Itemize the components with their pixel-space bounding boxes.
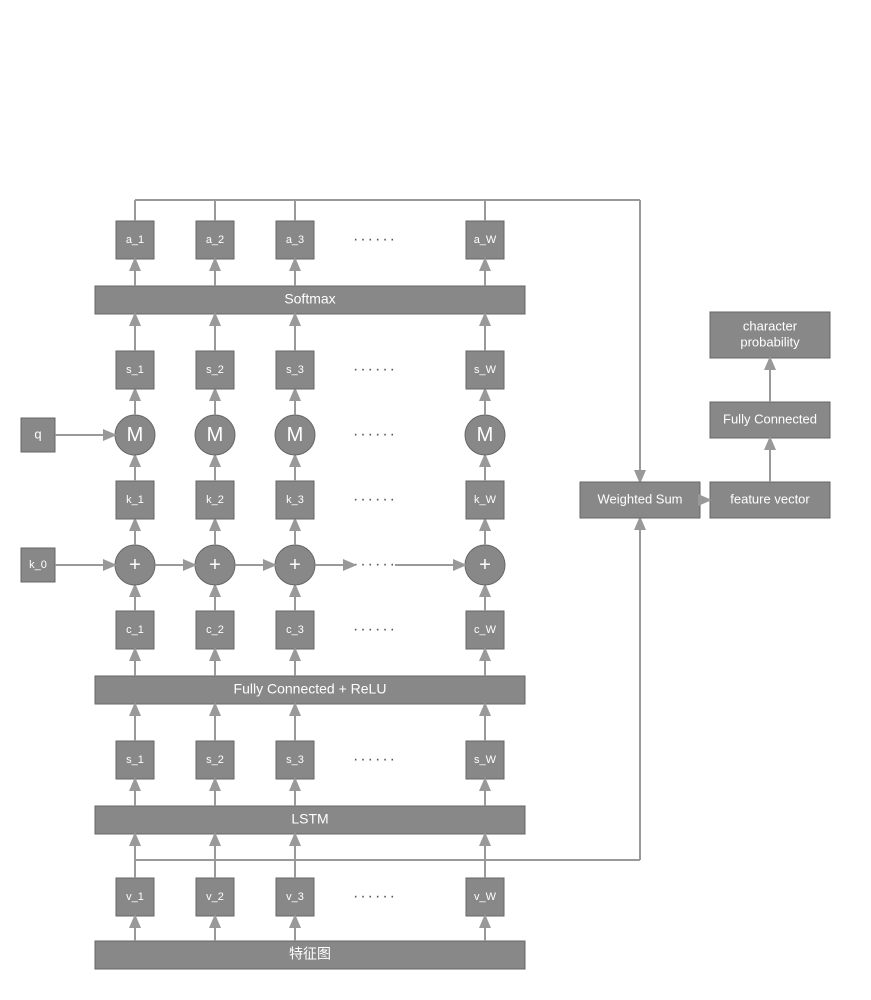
svg-text:probability: probability xyxy=(740,334,800,349)
svg-text:+: + xyxy=(479,554,491,576)
svg-text:······: ······ xyxy=(353,491,397,508)
svg-text:Weighted Sum: Weighted Sum xyxy=(597,491,682,506)
svg-text:······: ······ xyxy=(353,361,397,378)
svg-text:M: M xyxy=(207,424,224,446)
svg-text:c_2: c_2 xyxy=(206,624,224,636)
svg-text:feature vector: feature vector xyxy=(730,491,810,506)
svg-text:v_2: v_2 xyxy=(206,891,224,903)
svg-text:k_0: k_0 xyxy=(29,559,47,571)
svg-text:+: + xyxy=(209,554,221,576)
svg-text:······: ······ xyxy=(353,426,397,443)
svg-text:+: + xyxy=(289,554,301,576)
svg-text:Fully Connected + ReLU: Fully Connected + ReLU xyxy=(234,681,387,697)
svg-text:k_2: k_2 xyxy=(206,494,224,506)
svg-text:······: ······ xyxy=(353,888,397,905)
svg-text:······: ······ xyxy=(353,556,397,573)
svg-text:+: + xyxy=(129,554,141,576)
svg-text:c_W: c_W xyxy=(474,624,497,636)
svg-text:s_2: s_2 xyxy=(206,754,224,766)
svg-text:······: ······ xyxy=(353,621,397,638)
svg-text:v_W: v_W xyxy=(474,891,497,903)
svg-text:······: ······ xyxy=(353,751,397,768)
svg-text:s_1: s_1 xyxy=(126,364,144,376)
svg-text:k_1: k_1 xyxy=(126,494,144,506)
svg-text:s_3: s_3 xyxy=(286,754,304,766)
svg-text:s_3: s_3 xyxy=(286,364,304,376)
svg-text:v_3: v_3 xyxy=(286,891,304,903)
svg-text:a_1: a_1 xyxy=(126,234,144,246)
svg-text:特征图: 特征图 xyxy=(289,946,331,962)
svg-text:Softmax: Softmax xyxy=(284,291,335,307)
svg-text:c_1: c_1 xyxy=(126,624,144,636)
svg-text:······: ······ xyxy=(353,231,397,248)
svg-text:s_1: s_1 xyxy=(126,754,144,766)
svg-text:s_W: s_W xyxy=(474,754,497,766)
svg-text:a_W: a_W xyxy=(474,234,497,246)
svg-text:M: M xyxy=(127,424,144,446)
svg-text:s_2: s_2 xyxy=(206,364,224,376)
svg-text:a_2: a_2 xyxy=(206,234,224,246)
svg-text:M: M xyxy=(287,424,304,446)
svg-text:LSTM: LSTM xyxy=(291,811,328,827)
svg-text:s_W: s_W xyxy=(474,364,497,376)
svg-text:a_3: a_3 xyxy=(286,234,304,246)
svg-text:c_3: c_3 xyxy=(286,624,304,636)
svg-text:k_W: k_W xyxy=(474,494,497,506)
svg-text:Fully Connected: Fully Connected xyxy=(723,411,817,426)
svg-text:q: q xyxy=(34,426,41,441)
svg-text:character: character xyxy=(743,318,798,333)
svg-text:v_1: v_1 xyxy=(126,891,144,903)
svg-text:k_3: k_3 xyxy=(286,494,304,506)
attention-architecture-diagram: 特征图 LSTM Fully Connected + ReLU Softmax q k_0… xyxy=(0,0,871,1000)
svg-text:M: M xyxy=(477,424,494,446)
